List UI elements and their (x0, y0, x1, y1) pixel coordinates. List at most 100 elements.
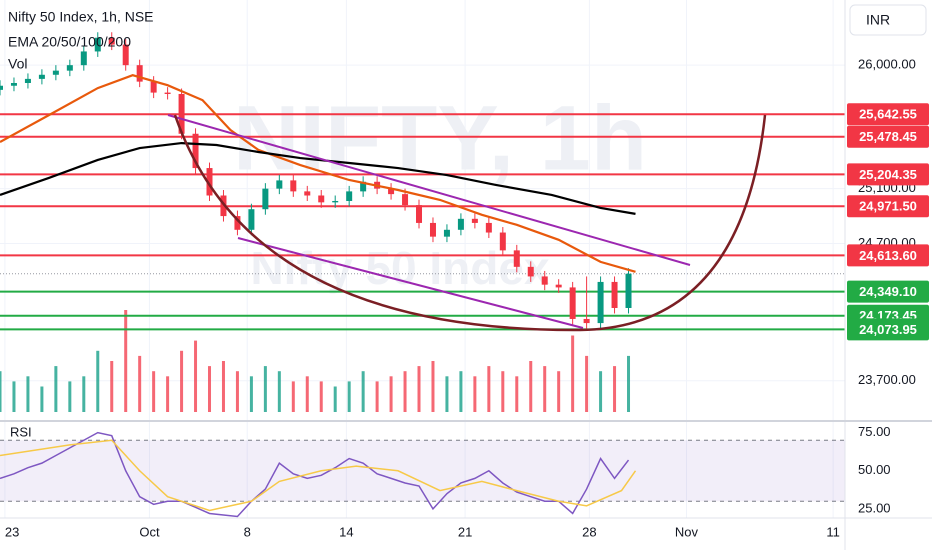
candle-body (416, 205, 423, 223)
volume-bar (305, 376, 309, 412)
candle-body (136, 65, 143, 82)
volume-bar (403, 371, 407, 412)
level-label-box (847, 195, 929, 218)
candle-body (332, 200, 339, 203)
rsi-tick-label: 50.00 (858, 462, 891, 477)
x-tick-label: 28 (582, 524, 596, 539)
time-axis-panel (0, 518, 845, 550)
candle-body (583, 318, 590, 324)
level-label-box (847, 125, 929, 148)
level-label-box (847, 280, 929, 303)
x-tick-label: 23 (5, 524, 19, 539)
candle-body (52, 70, 59, 75)
level-label-box (847, 318, 929, 341)
rsi-tick-label: 75.00 (858, 424, 891, 439)
volume-bar (124, 310, 128, 412)
volume-bar (417, 366, 421, 412)
volume-bar (487, 366, 491, 412)
symbol-title: Nifty 50 Index, 1h, NSE (8, 9, 154, 25)
level-label: 24,073.95 (859, 322, 917, 337)
volume-bar (347, 381, 351, 412)
volume-bar (557, 371, 561, 412)
volume-bar (110, 361, 114, 412)
volume-bar (208, 366, 212, 412)
volume-bar (26, 376, 30, 412)
candle-body (569, 287, 576, 319)
candle-body (527, 266, 534, 277)
volume-bar (54, 366, 58, 412)
volume-bar (529, 361, 533, 412)
volume-bar (613, 366, 617, 412)
candle-body (262, 188, 269, 210)
volume-bar (375, 381, 379, 412)
x-tick-label: Nov (675, 524, 699, 539)
candle-body (94, 37, 101, 52)
candle-body (234, 216, 241, 230)
volume-bar (82, 376, 86, 412)
candle-body (471, 218, 478, 223)
rsi-tick-label: 25.00 (858, 500, 891, 515)
volume-bar (235, 371, 239, 412)
volume-bar (277, 371, 281, 412)
channel-lower (237, 237, 584, 329)
ema-line (0, 141, 636, 215)
drawings (167, 114, 767, 332)
candle-body (276, 180, 283, 189)
cup-curve (173, 114, 767, 332)
volume-bar (501, 371, 505, 412)
volume-bar (627, 355, 631, 412)
level-label-box (847, 103, 929, 126)
currency[interactable]: INR (866, 12, 890, 28)
watermark-symbol: NIFTY, 1h (233, 87, 647, 189)
volume-bar (138, 355, 142, 412)
candle-body (485, 222, 492, 233)
rsi-line (0, 431, 630, 518)
candle-body (541, 276, 548, 285)
watermark-name: Nifty 50 Index (250, 242, 550, 294)
candle-body (429, 222, 436, 237)
volume-bar (40, 386, 44, 412)
candle-body (122, 44, 129, 66)
rsi-label: RSI (10, 424, 32, 439)
rsi-line (0, 439, 637, 512)
level-label: 24,613.60 (859, 248, 917, 263)
y-tick-label: 26,000.00 (858, 57, 916, 72)
volume-bar (319, 381, 323, 412)
ema-line (0, 74, 636, 273)
volume-bar (152, 371, 156, 412)
candle-body (66, 65, 73, 71)
volume-bar (389, 376, 393, 412)
candle-body (611, 281, 618, 308)
level-label: 25,478.45 (859, 129, 917, 144)
volume-bar (180, 350, 184, 412)
price-axis-panel (845, 0, 932, 550)
candle-body (290, 180, 297, 192)
candle-body (457, 218, 464, 230)
level-label: 24,349.10 (859, 284, 917, 299)
y-tick-label: 23,700.00 (858, 372, 916, 387)
currency-button[interactable] (849, 4, 927, 36)
candle-body (499, 232, 506, 251)
level-label-box (847, 163, 929, 186)
candle-body (206, 168, 213, 196)
candle-body (10, 83, 17, 86)
candle-body (24, 78, 31, 83)
volume-bar (473, 376, 477, 412)
candle-body (80, 51, 87, 66)
candle-body (248, 209, 255, 230)
x-tick-label: 21 (458, 524, 472, 539)
candle-body (192, 133, 199, 169)
candle-body (164, 92, 171, 94)
volume-bar (599, 371, 603, 412)
candle-body (0, 85, 3, 90)
level-label: 25,642.55 (859, 107, 917, 122)
volume-bar (194, 340, 198, 412)
indicator-label: EMA 20/50/100/200 (8, 34, 131, 50)
volume-label: Vol (8, 56, 27, 72)
candle-body (178, 93, 185, 134)
candle-body (304, 191, 311, 196)
volume-bar (166, 376, 170, 412)
x-tick-label: 8 (244, 524, 251, 539)
volume-bar (249, 376, 253, 412)
